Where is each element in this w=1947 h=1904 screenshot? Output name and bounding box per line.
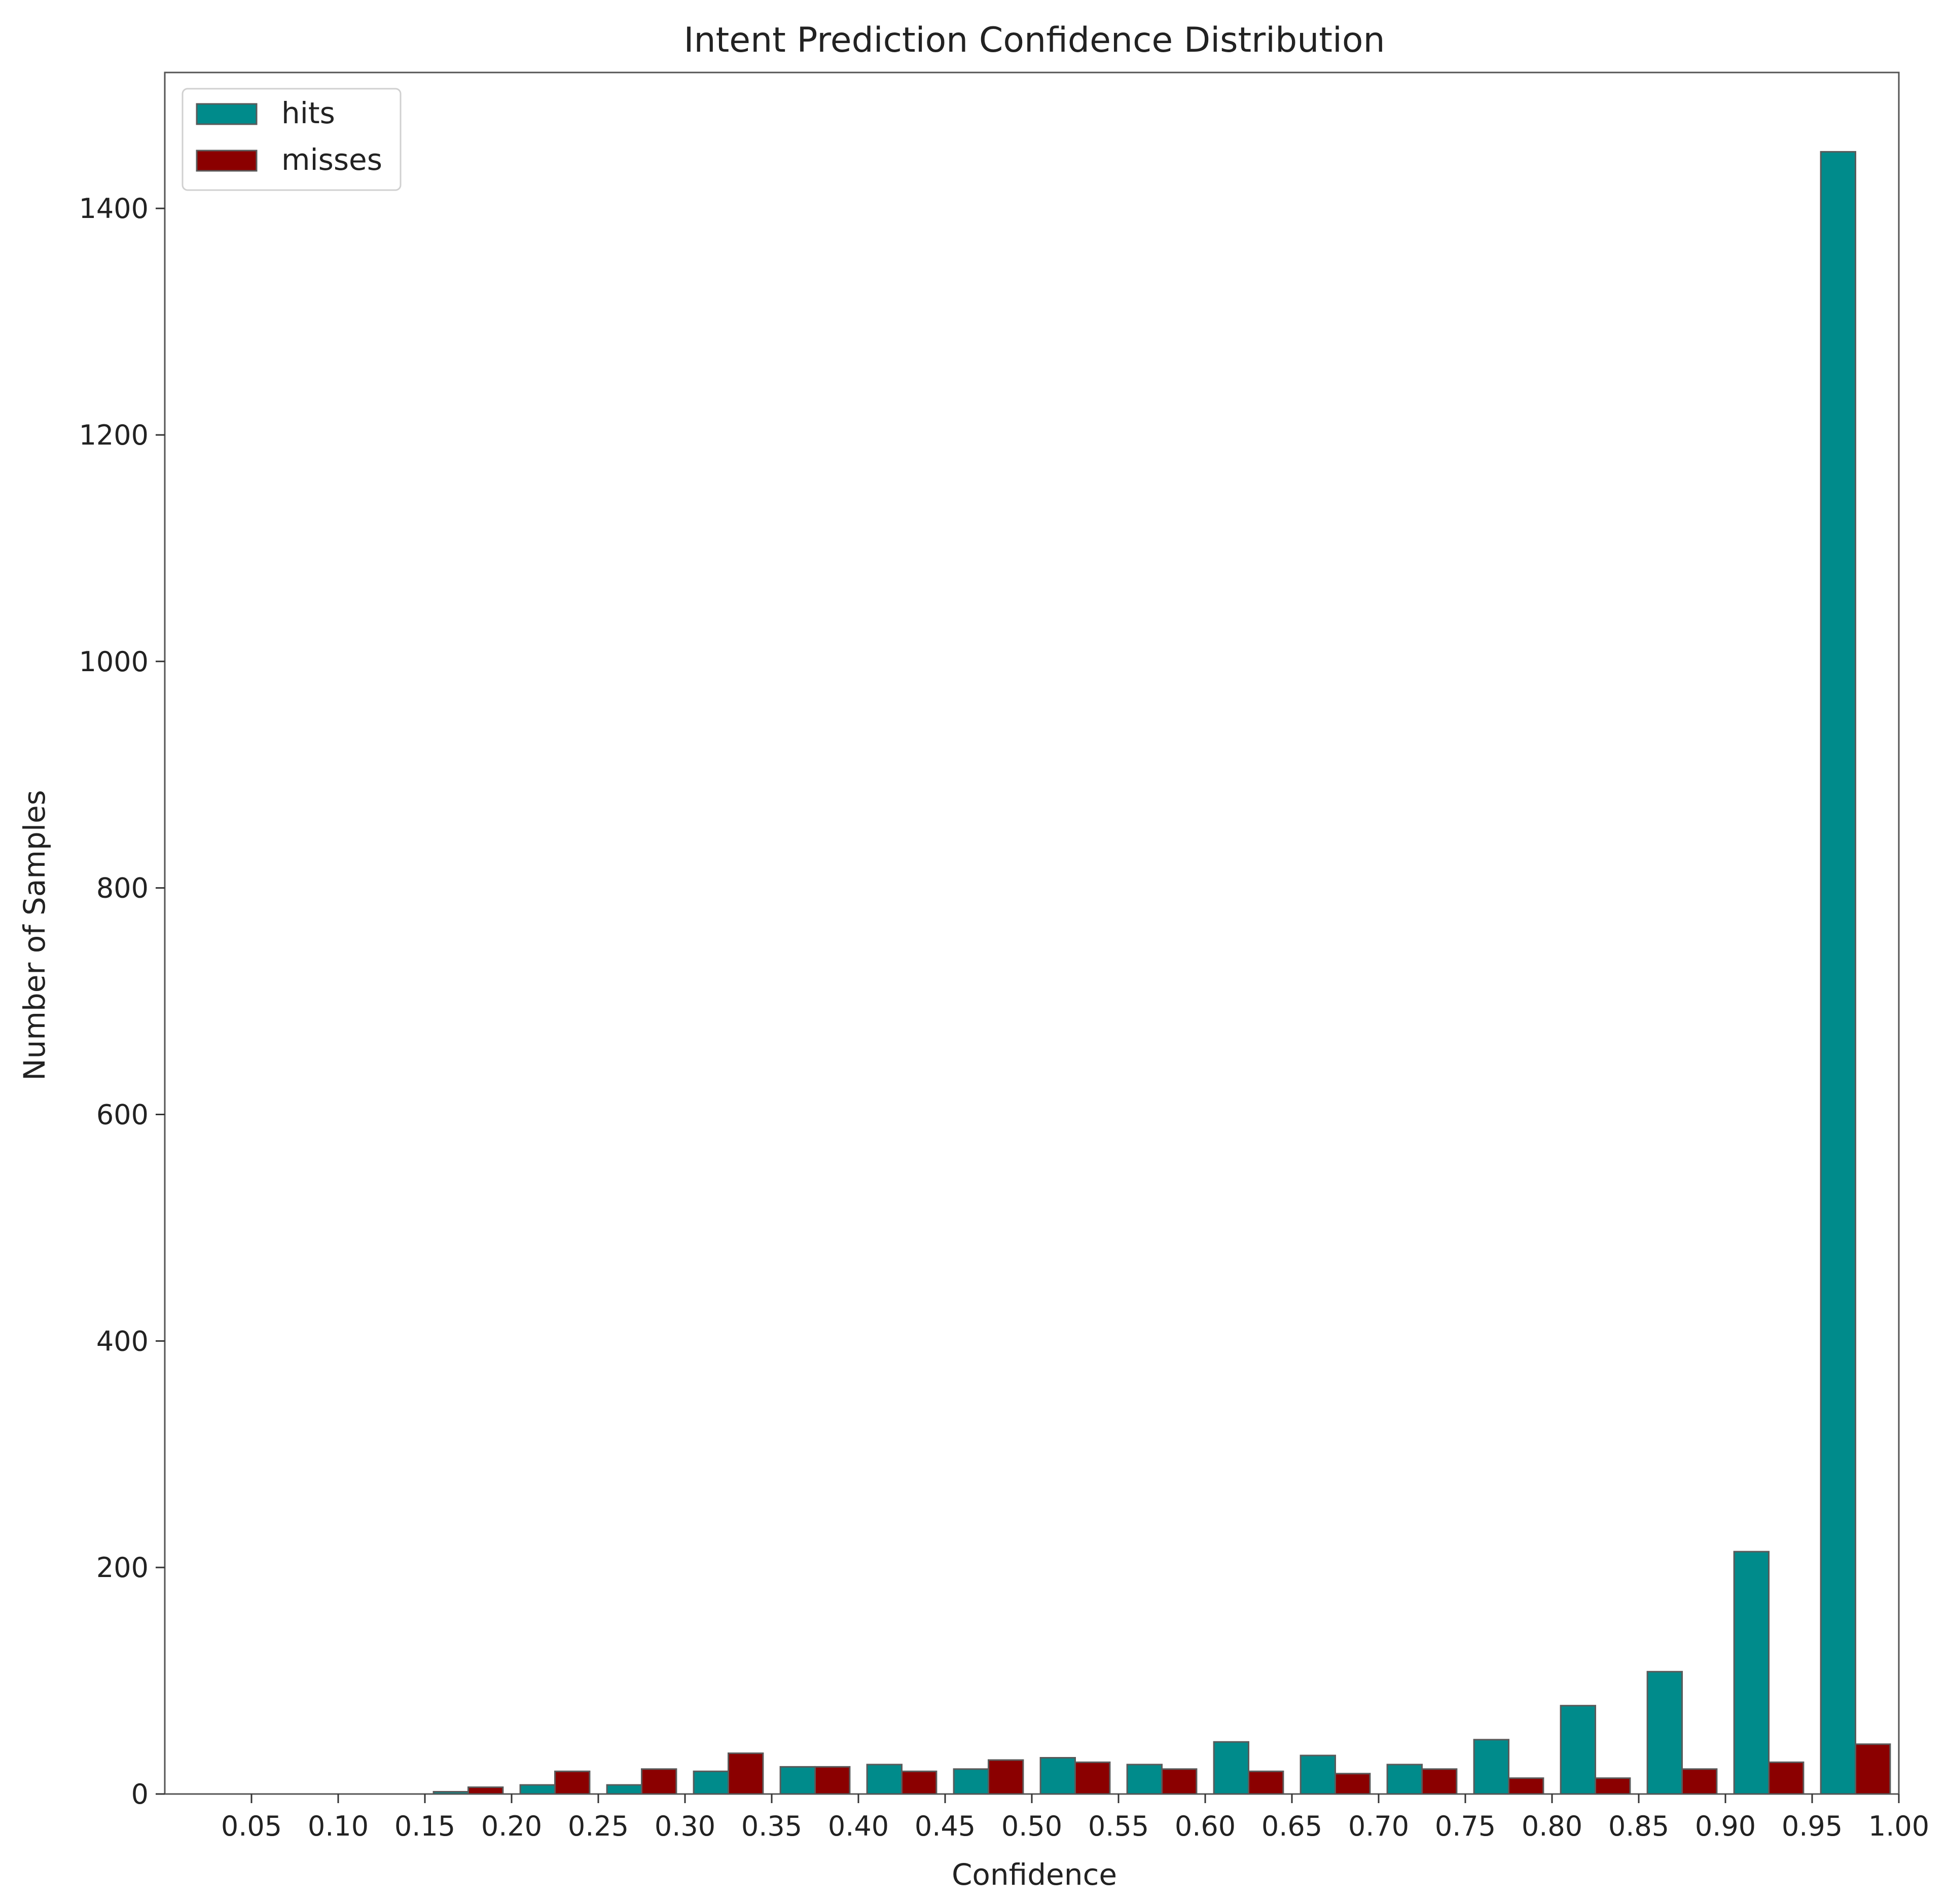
chart-title: Intent Prediction Confidence Distributio… — [683, 20, 1385, 60]
x-tick-label: 0.10 — [308, 1810, 369, 1842]
bar-hits-0.85 — [1560, 1705, 1597, 1795]
x-tick-label: 0.60 — [1175, 1810, 1236, 1842]
x-tick-label: 0.45 — [915, 1810, 976, 1842]
plot-frame — [164, 71, 1900, 1795]
x-tick-label: 0.40 — [828, 1810, 889, 1842]
bar-misses-0.95 — [1768, 1761, 1805, 1795]
x-tick-label: 0.05 — [221, 1810, 282, 1842]
y-tick-label: 0 — [131, 1778, 149, 1810]
bar-misses-0.60 — [1161, 1768, 1198, 1795]
bar-misses-0.55 — [1074, 1761, 1111, 1795]
legend-swatch-misses — [196, 150, 258, 172]
x-tick-label: 0.20 — [481, 1810, 542, 1842]
bar-misses-0.85 — [1595, 1777, 1631, 1795]
x-tick-label: 0.95 — [1782, 1810, 1843, 1842]
y-tick-label: 1000 — [79, 646, 149, 678]
x-tick-label: 0.50 — [1001, 1810, 1062, 1842]
bar-misses-0.65 — [1248, 1770, 1284, 1795]
bar-misses-0.75 — [1421, 1768, 1458, 1795]
bar-hits-0.90 — [1646, 1671, 1683, 1795]
x-tick-label: 0.80 — [1522, 1810, 1582, 1842]
bar-hits-0.65 — [1213, 1741, 1250, 1795]
bar-misses-0.35 — [728, 1752, 764, 1795]
bar-misses-0.25 — [554, 1770, 591, 1795]
bar-misses-0.90 — [1681, 1768, 1718, 1795]
x-tick-label: 0.30 — [655, 1810, 715, 1842]
y-tick-label: 800 — [96, 872, 149, 904]
bar-hits-0.95 — [1733, 1551, 1770, 1795]
bar-misses-1.00 — [1855, 1743, 1891, 1795]
bar-hits-0.50 — [953, 1768, 989, 1795]
bar-hits-0.25 — [519, 1784, 556, 1795]
bar-hits-0.60 — [1126, 1764, 1163, 1795]
y-tick-label: 1400 — [79, 193, 149, 225]
y-tick-label: 1200 — [79, 419, 149, 451]
bar-hits-0.40 — [779, 1766, 816, 1795]
x-tick-label: 0.35 — [741, 1810, 802, 1842]
bar-misses-0.20 — [467, 1786, 504, 1795]
legend-swatch-hits — [196, 103, 258, 125]
bar-hits-0.80 — [1473, 1739, 1510, 1795]
x-tick-label: 0.65 — [1261, 1810, 1322, 1842]
x-tick-label: 0.15 — [394, 1810, 455, 1842]
bar-hits-0.35 — [693, 1770, 729, 1795]
x-tick-label: 1.00 — [1868, 1810, 1929, 1842]
bar-hits-0.70 — [1300, 1754, 1337, 1795]
y-axis-label: Number of Samples — [17, 790, 52, 1080]
bar-misses-0.50 — [988, 1759, 1024, 1795]
y-tick-label: 400 — [96, 1325, 149, 1357]
x-tick-label: 0.55 — [1088, 1810, 1149, 1842]
legend-label-misses: misses — [281, 142, 382, 177]
bar-hits-0.45 — [866, 1764, 903, 1795]
x-axis-label: Confidence — [952, 1857, 1117, 1892]
legend: hits misses — [182, 88, 402, 191]
x-tick-label: 0.70 — [1348, 1810, 1409, 1842]
x-tick-label: 0.85 — [1608, 1810, 1669, 1842]
bar-misses-0.70 — [1335, 1773, 1371, 1795]
bar-misses-0.40 — [814, 1766, 851, 1795]
bar-misses-0.30 — [641, 1768, 677, 1795]
x-tick-label: 0.75 — [1435, 1810, 1496, 1842]
bars-layer — [432, 151, 1891, 1795]
bar-hits-0.55 — [1039, 1757, 1076, 1795]
y-tick-label: 200 — [96, 1552, 149, 1584]
x-tick-label: 0.90 — [1695, 1810, 1756, 1842]
bar-misses-0.45 — [901, 1770, 938, 1795]
bar-hits-0.30 — [606, 1784, 642, 1795]
y-tick-label: 600 — [96, 1099, 149, 1130]
axes-layer: 0.05 0.10 0.15 0.20 0.25 0.30 0.35 0.40 0.45 0.50… — [79, 71, 1929, 1842]
x-tick-label: 0.25 — [568, 1810, 629, 1842]
bar-misses-0.80 — [1508, 1777, 1544, 1795]
legend-label-hits: hits — [281, 96, 335, 130]
bar-hits-1.00 — [1820, 151, 1857, 1795]
bar-hits-0.75 — [1386, 1764, 1423, 1795]
